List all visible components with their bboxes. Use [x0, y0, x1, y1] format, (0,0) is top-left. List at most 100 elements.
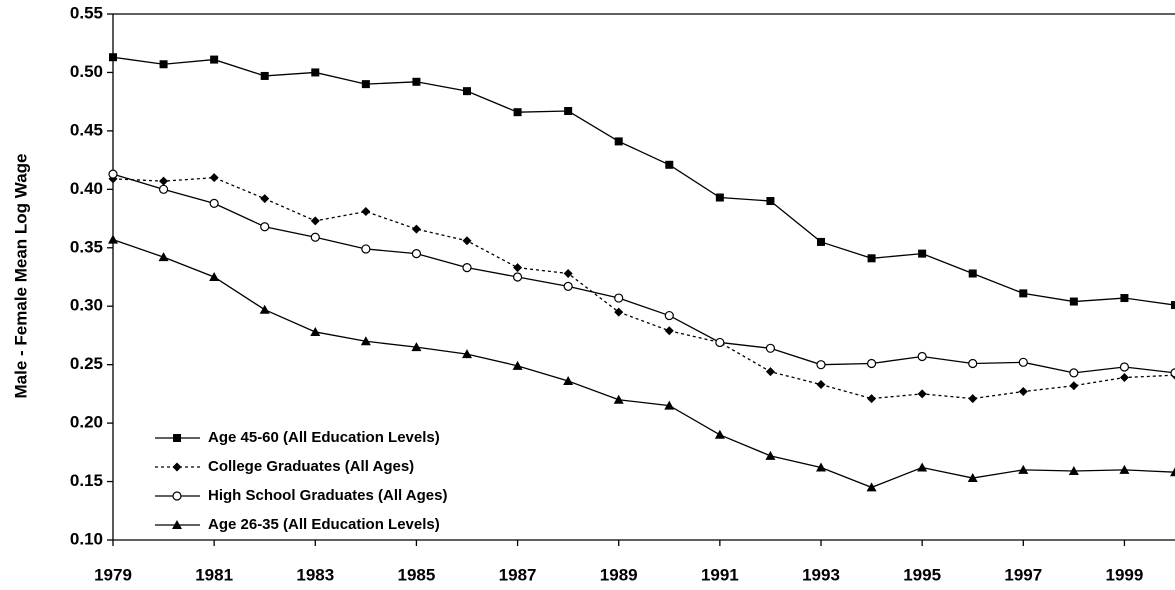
marker	[1069, 368, 1079, 378]
y-axis-label: Male - Female Mean Log Wage	[11, 154, 30, 399]
marker	[172, 491, 182, 501]
x-tick-label: 1987	[499, 565, 537, 584]
marker	[172, 520, 182, 529]
marker	[867, 394, 877, 404]
series	[108, 173, 1175, 404]
marker	[968, 358, 978, 369]
x-tick-label: 1999	[1106, 565, 1144, 584]
marker	[1170, 467, 1175, 477]
marker	[173, 434, 181, 442]
marker	[715, 193, 724, 202]
marker	[412, 77, 421, 86]
marker	[1170, 368, 1175, 378]
marker	[765, 367, 775, 377]
marker	[664, 310, 674, 321]
marker	[462, 263, 472, 273]
marker	[1019, 289, 1028, 298]
marker	[563, 281, 573, 291]
marker	[310, 216, 320, 226]
marker	[918, 249, 927, 258]
marker	[512, 360, 523, 370]
marker	[765, 343, 776, 353]
marker	[361, 80, 370, 89]
marker	[866, 482, 877, 492]
marker	[462, 236, 472, 246]
y-tick-label: 0.20	[70, 413, 103, 432]
series-line	[112, 176, 1175, 400]
marker	[209, 173, 219, 183]
marker	[260, 71, 269, 80]
legend-label: Age 45-60 (All Education Levels)	[208, 429, 440, 446]
marker	[664, 326, 674, 336]
y-tick-label: 0.30	[70, 296, 103, 315]
marker	[260, 222, 270, 232]
series	[108, 234, 1175, 492]
series-line	[112, 238, 1175, 489]
marker	[158, 252, 169, 262]
marker	[462, 349, 472, 359]
marker	[968, 394, 978, 404]
marker	[664, 400, 675, 410]
y-tick-label: 0.25	[70, 354, 103, 373]
marker	[310, 232, 320, 242]
marker	[714, 429, 725, 439]
y-tick-label: 0.50	[70, 62, 103, 81]
marker	[311, 68, 320, 77]
legend-label: High School Graduates (All Ages)	[208, 487, 447, 504]
marker	[867, 254, 876, 263]
x-tick-label: 1979	[94, 565, 132, 584]
marker	[259, 304, 270, 314]
series	[109, 53, 1175, 310]
marker	[209, 272, 220, 281]
marker	[1068, 466, 1079, 476]
marker	[715, 337, 725, 348]
marker	[411, 249, 422, 259]
marker	[1120, 294, 1129, 303]
marker	[766, 197, 775, 206]
marker	[564, 107, 573, 116]
marker	[159, 176, 169, 186]
marker	[108, 234, 118, 244]
legend-label: College Graduates (All Ages)	[208, 458, 414, 475]
marker	[1119, 373, 1129, 383]
marker	[816, 462, 826, 472]
marker	[361, 207, 371, 217]
x-tick-label: 1995	[903, 565, 941, 584]
marker	[108, 169, 118, 179]
marker	[513, 108, 522, 117]
marker	[817, 237, 825, 246]
x-tick-label: 1981	[195, 565, 233, 584]
marker	[968, 269, 977, 278]
marker	[1069, 297, 1078, 306]
marker	[513, 263, 523, 273]
marker	[1119, 464, 1130, 474]
marker	[917, 389, 927, 399]
marker	[665, 160, 674, 169]
x-tick-label: 1997	[1004, 565, 1042, 584]
marker	[866, 358, 877, 369]
marker	[1171, 301, 1175, 310]
marker	[917, 462, 928, 472]
marker	[360, 336, 371, 346]
marker	[209, 198, 219, 208]
marker	[1018, 357, 1028, 367]
series-line	[112, 173, 1175, 374]
marker	[411, 224, 421, 234]
x-tick-label: 1993	[802, 565, 840, 584]
marker	[1119, 362, 1130, 372]
marker	[563, 376, 574, 386]
marker	[816, 360, 826, 370]
x-tick-label: 1989	[600, 565, 638, 584]
marker	[158, 184, 169, 194]
marker	[967, 473, 978, 483]
y-tick-label: 0.55	[70, 3, 103, 22]
marker	[172, 462, 182, 472]
marker	[563, 268, 573, 278]
marker	[1069, 381, 1079, 391]
y-tick-label: 0.15	[70, 471, 103, 490]
x-tick-label: 1983	[296, 565, 334, 584]
y-tick-label: 0.35	[70, 237, 103, 256]
y-tick-label: 0.40	[70, 179, 103, 198]
x-tick-label: 1985	[398, 565, 436, 584]
marker	[310, 326, 321, 336]
